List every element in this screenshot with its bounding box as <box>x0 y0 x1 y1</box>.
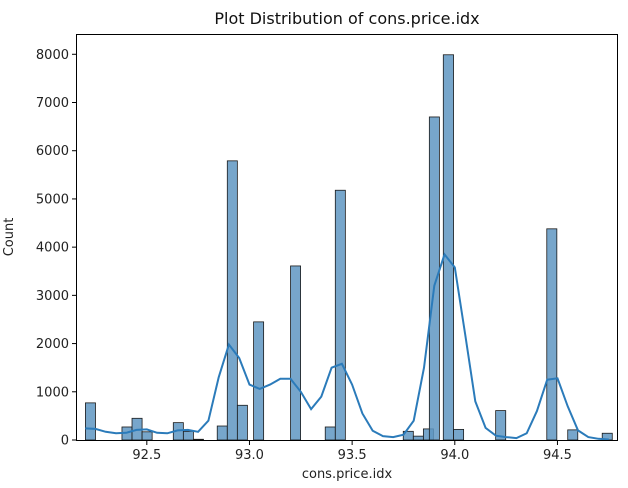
y-tick-label: 8000 <box>36 48 69 63</box>
y-tick-label: 6000 <box>36 144 69 159</box>
histogram-bar <box>412 435 424 441</box>
histogram-bar <box>182 430 194 441</box>
y-tick-label: 5000 <box>36 192 69 207</box>
histogram-bar <box>85 402 96 441</box>
x-tick-label: 93.5 <box>338 448 367 463</box>
y-tick-label: 0 <box>61 434 69 449</box>
x-tick-label: 94.0 <box>440 448 469 463</box>
histogram-bar <box>453 428 465 441</box>
histogram-bar <box>226 160 238 441</box>
x-tick-label: 92.5 <box>132 448 161 463</box>
histogram-bar <box>193 438 204 441</box>
histogram-bar <box>546 228 558 441</box>
y-tick-label: 4000 <box>36 241 69 256</box>
histogram-bar <box>334 189 346 441</box>
kde-line <box>85 252 609 441</box>
x-tick-label: 94.5 <box>543 448 572 463</box>
chart-title: Plot Distribution of cons.price.idx <box>214 9 479 28</box>
histogram-bar <box>442 54 454 441</box>
y-tick-label: 2000 <box>36 337 69 352</box>
histogram-bar <box>141 431 153 441</box>
histogram-bar <box>567 429 579 441</box>
y-axis: 0 1000 2000 3000 4000 5000 6000 7000 8000 <box>36 48 77 449</box>
histogram-bar <box>253 321 265 441</box>
histogram-bar <box>290 265 301 441</box>
plot-frame <box>76 34 618 441</box>
histogram-bar <box>216 425 228 441</box>
y-tick-label: 7000 <box>36 96 69 111</box>
x-axis: 92.5 93.0 93.5 94.0 94.5 <box>132 440 572 463</box>
x-tick-label: 93.0 <box>235 448 264 463</box>
histogram-bar <box>324 426 336 441</box>
histogram-bar <box>428 116 440 441</box>
y-tick-label: 1000 <box>36 385 69 400</box>
bars-layer <box>85 54 613 441</box>
y-tick-label: 3000 <box>36 289 69 304</box>
y-axis-label: Count <box>2 218 17 257</box>
x-axis-label: cons.price.idx <box>302 467 393 482</box>
kde-layer <box>85 252 609 441</box>
histogram-bar <box>236 404 248 441</box>
